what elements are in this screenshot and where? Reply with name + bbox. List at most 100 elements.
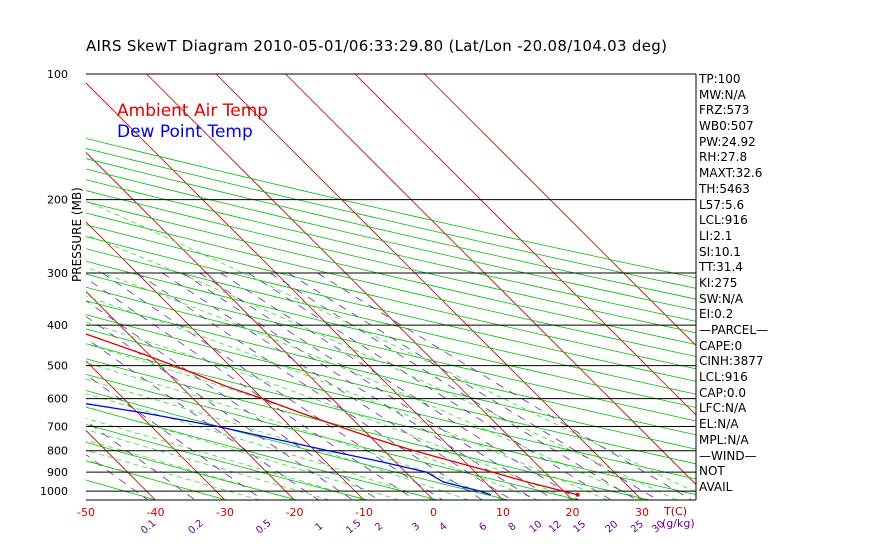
legend-dew-point-temp: Dew Point Temp xyxy=(117,122,253,142)
mixing-ratio-line xyxy=(317,272,693,500)
surface-temp-marker xyxy=(575,492,580,497)
index-item: MPL:N/A xyxy=(699,432,749,447)
index-item: LFC:N/A xyxy=(699,401,747,416)
dry-adiabat-line xyxy=(86,358,650,500)
mixing-ratio-tick-label: 25 xyxy=(629,519,646,536)
index-item: TT:31.4 xyxy=(699,260,743,275)
pressure-tick-label: 300 xyxy=(47,267,68,280)
index-item: CAP:0.0 xyxy=(699,385,746,400)
mixing-ratio-tick-label: 6 xyxy=(477,521,489,534)
mixing-ratio-line xyxy=(86,316,354,500)
moist-adiabat-line xyxy=(86,439,295,500)
isotherm-line xyxy=(86,290,295,500)
mixing-ratio-tick-label: 0.2 xyxy=(187,518,206,537)
dry-adiabat-line xyxy=(86,343,696,495)
dry-adiabat-line xyxy=(86,273,696,422)
index-item: AVAIL xyxy=(699,479,733,494)
pressure-tick-label: 400 xyxy=(47,319,68,332)
dry-adiabat-line xyxy=(86,179,696,322)
isotherm-line xyxy=(285,74,696,486)
mixing-ratio-line xyxy=(86,300,379,500)
mixing-ratio-tick-label: 20 xyxy=(604,519,621,536)
index-item: CINH:3877 xyxy=(699,354,764,369)
index-item: —WIND— xyxy=(699,448,757,463)
pressure-tick-label: 700 xyxy=(47,421,68,434)
mixing-ratio-line xyxy=(86,374,264,500)
temperature-unit-label: T(C) xyxy=(664,505,687,518)
bottom-temp-tick-label: -40 xyxy=(147,506,165,519)
index-item: NOT xyxy=(699,464,725,479)
index-item: FRZ:573 xyxy=(699,103,750,118)
isotherm-line xyxy=(86,82,504,500)
index-item: CAPE:0 xyxy=(699,338,743,353)
dry-adiabat-line xyxy=(86,441,298,500)
dry-adiabat-line xyxy=(0,74,86,500)
dry-adiabat-line xyxy=(86,137,696,279)
isotherm-line xyxy=(86,499,87,500)
index-item: SI:10.1 xyxy=(699,244,741,259)
index-item: LCL:916 xyxy=(699,213,748,228)
moist-adiabat-line xyxy=(86,429,330,500)
index-item: RH:27.8 xyxy=(699,150,748,165)
isotherm-line xyxy=(0,74,17,500)
index-item: MAXT:32.6 xyxy=(699,166,763,181)
mixing-ratio-line xyxy=(247,272,612,500)
isotherm-line xyxy=(146,74,573,500)
mixing-ratio-tick-label: 0.1 xyxy=(139,518,158,537)
sounding-profiles xyxy=(86,333,580,497)
mixing-ratio-tick-label: 10 xyxy=(528,519,545,536)
pressure-tick-label: 1000 xyxy=(40,485,68,498)
index-item: LCL:916 xyxy=(699,370,748,385)
pressure-tick-label: 900 xyxy=(47,466,68,479)
moist-adiabat-line xyxy=(86,362,504,500)
mixing-ratio-line xyxy=(199,272,555,500)
dry-adiabat-line xyxy=(86,406,438,500)
bottom-temp-tick-label: 0 xyxy=(430,506,437,519)
dry-adiabat-line xyxy=(86,328,696,480)
mixing-ratio-line xyxy=(86,454,149,500)
index-item: EL:N/A xyxy=(699,417,739,432)
dewpoint-line xyxy=(86,403,492,496)
dry-adiabat-line xyxy=(86,158,696,300)
moist-adiabat-line xyxy=(86,200,696,493)
index-item: PW:24.92 xyxy=(699,134,756,149)
dry-adiabat-line xyxy=(0,74,15,500)
moist-adiabat-line xyxy=(86,234,677,500)
isotherm-line xyxy=(86,360,226,500)
pressure-tick-label: 100 xyxy=(47,68,68,81)
bottom-temp-tick-label: 10 xyxy=(496,506,510,519)
bottom-temp-tick-label: 30 xyxy=(635,506,649,519)
mixing-ratio-tick-label: 2 xyxy=(373,521,385,534)
pressure-tick-label: 800 xyxy=(47,445,68,458)
bottom-temp-tick-label: -50 xyxy=(77,506,95,519)
chart-grid xyxy=(0,74,696,500)
chart-title: AIRS SkewT Diagram 2010-05-01/06:33:29.8… xyxy=(86,37,668,55)
pressure-tick-label: 200 xyxy=(47,194,68,207)
index-item: TP:100 xyxy=(699,72,741,86)
dry-adiabat-line xyxy=(86,236,696,382)
dry-adiabat-line xyxy=(86,373,579,500)
index-item: LI:2.1 xyxy=(699,228,733,243)
dry-adiabat-line xyxy=(86,286,696,436)
dry-adiabat-line xyxy=(86,168,696,311)
bottom-temp-tick-label: -20 xyxy=(286,506,304,519)
dry-adiabat-line xyxy=(86,212,696,357)
index-item: SW:N/A xyxy=(699,291,744,306)
mixing-ratio-tick-label: 1 xyxy=(313,521,325,534)
mixing-ratio-line xyxy=(269,272,637,500)
ambient-temp-line xyxy=(86,333,578,496)
index-item: —PARCEL— xyxy=(699,323,769,337)
y-axis-label: PRESSURE (MB) xyxy=(70,187,84,282)
index-item: EI:0.2 xyxy=(699,307,734,322)
mixing-ratio-line xyxy=(86,337,319,500)
moist-adiabat-line xyxy=(86,378,469,500)
isotherm-line xyxy=(86,151,434,500)
mixing-ratio-tick-label: 12 xyxy=(547,519,564,536)
bottom-temp-tick-label: -10 xyxy=(355,506,373,519)
mixing-ratio-tick-label: 15 xyxy=(571,519,588,536)
dry-adiabat-line xyxy=(86,224,696,370)
mixing-ratio-line xyxy=(102,272,443,500)
pressure-tick-label: 600 xyxy=(47,393,68,406)
mixing-ratio-tick-label: 8 xyxy=(507,521,519,534)
